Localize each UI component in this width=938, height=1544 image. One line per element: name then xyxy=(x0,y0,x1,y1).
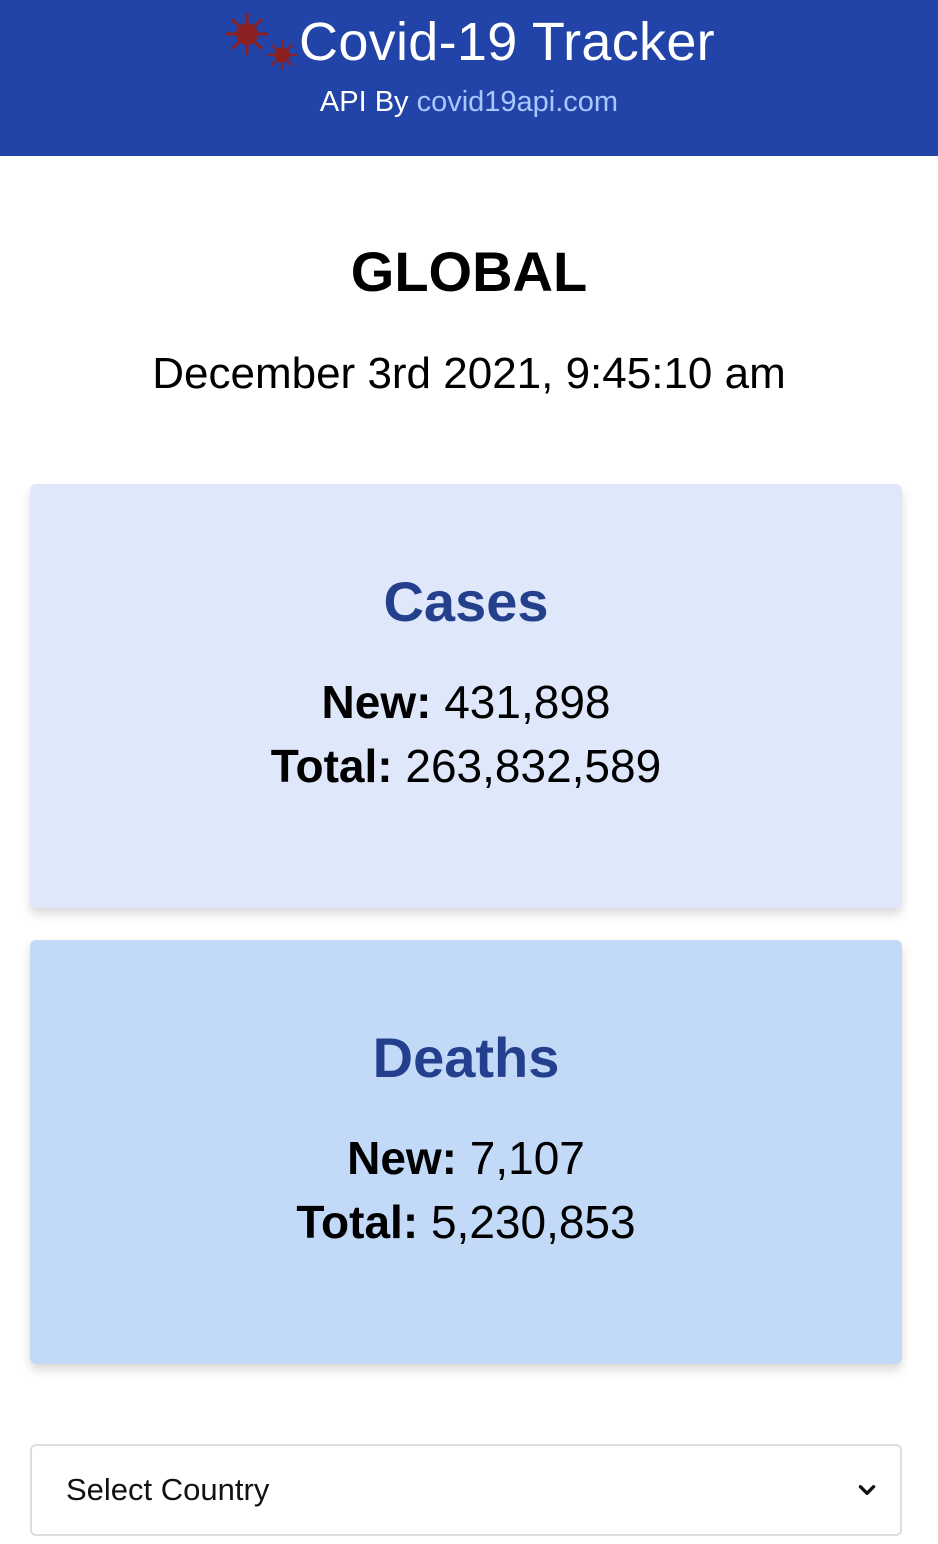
deaths-total-value: 5,230,853 xyxy=(430,1196,636,1248)
chevron-down-icon xyxy=(858,1485,876,1495)
cases-total: Total: 263,832,589 xyxy=(30,736,902,796)
cases-new-value: 431,898 xyxy=(444,676,611,728)
cases-total-label: Total: xyxy=(270,740,393,792)
cases-title: Cases xyxy=(383,570,549,633)
cases-new: New: 431,898 xyxy=(30,672,902,732)
deaths-title: Deaths xyxy=(372,1026,560,1089)
app-title: Covid-19 Tracker xyxy=(299,12,715,72)
region-title: GLOBAL xyxy=(350,240,588,303)
virus-icon xyxy=(223,10,301,72)
deaths-new-label: New: xyxy=(347,1132,457,1184)
country-select[interactable]: Select Country xyxy=(30,1444,902,1536)
api-credit-prefix: API By xyxy=(319,86,417,118)
cases-total-value: 263,832,589 xyxy=(405,740,662,792)
country-select-value: Select Country xyxy=(66,1472,270,1507)
api-link[interactable]: covid19api.com xyxy=(416,86,619,118)
app-header: Covid-19 Tracker API By covid19api.com xyxy=(0,0,938,156)
last-updated: December 3rd 2021, 9:45:10 am xyxy=(152,349,786,398)
api-credit: API By covid19api.com xyxy=(0,82,938,122)
deaths-card: Deaths New: 7,107 Total: 5,230,853 xyxy=(30,940,902,1364)
deaths-new: New: 7,107 xyxy=(30,1128,902,1188)
deaths-total-label: Total: xyxy=(296,1196,419,1248)
deaths-total: Total: 5,230,853 xyxy=(30,1192,902,1252)
cases-card: Cases New: 431,898 Total: 263,832,589 xyxy=(30,484,902,908)
brand: Covid-19 Tracker xyxy=(0,10,938,74)
deaths-new-value: 7,107 xyxy=(469,1132,585,1184)
cases-new-label: New: xyxy=(321,676,432,728)
